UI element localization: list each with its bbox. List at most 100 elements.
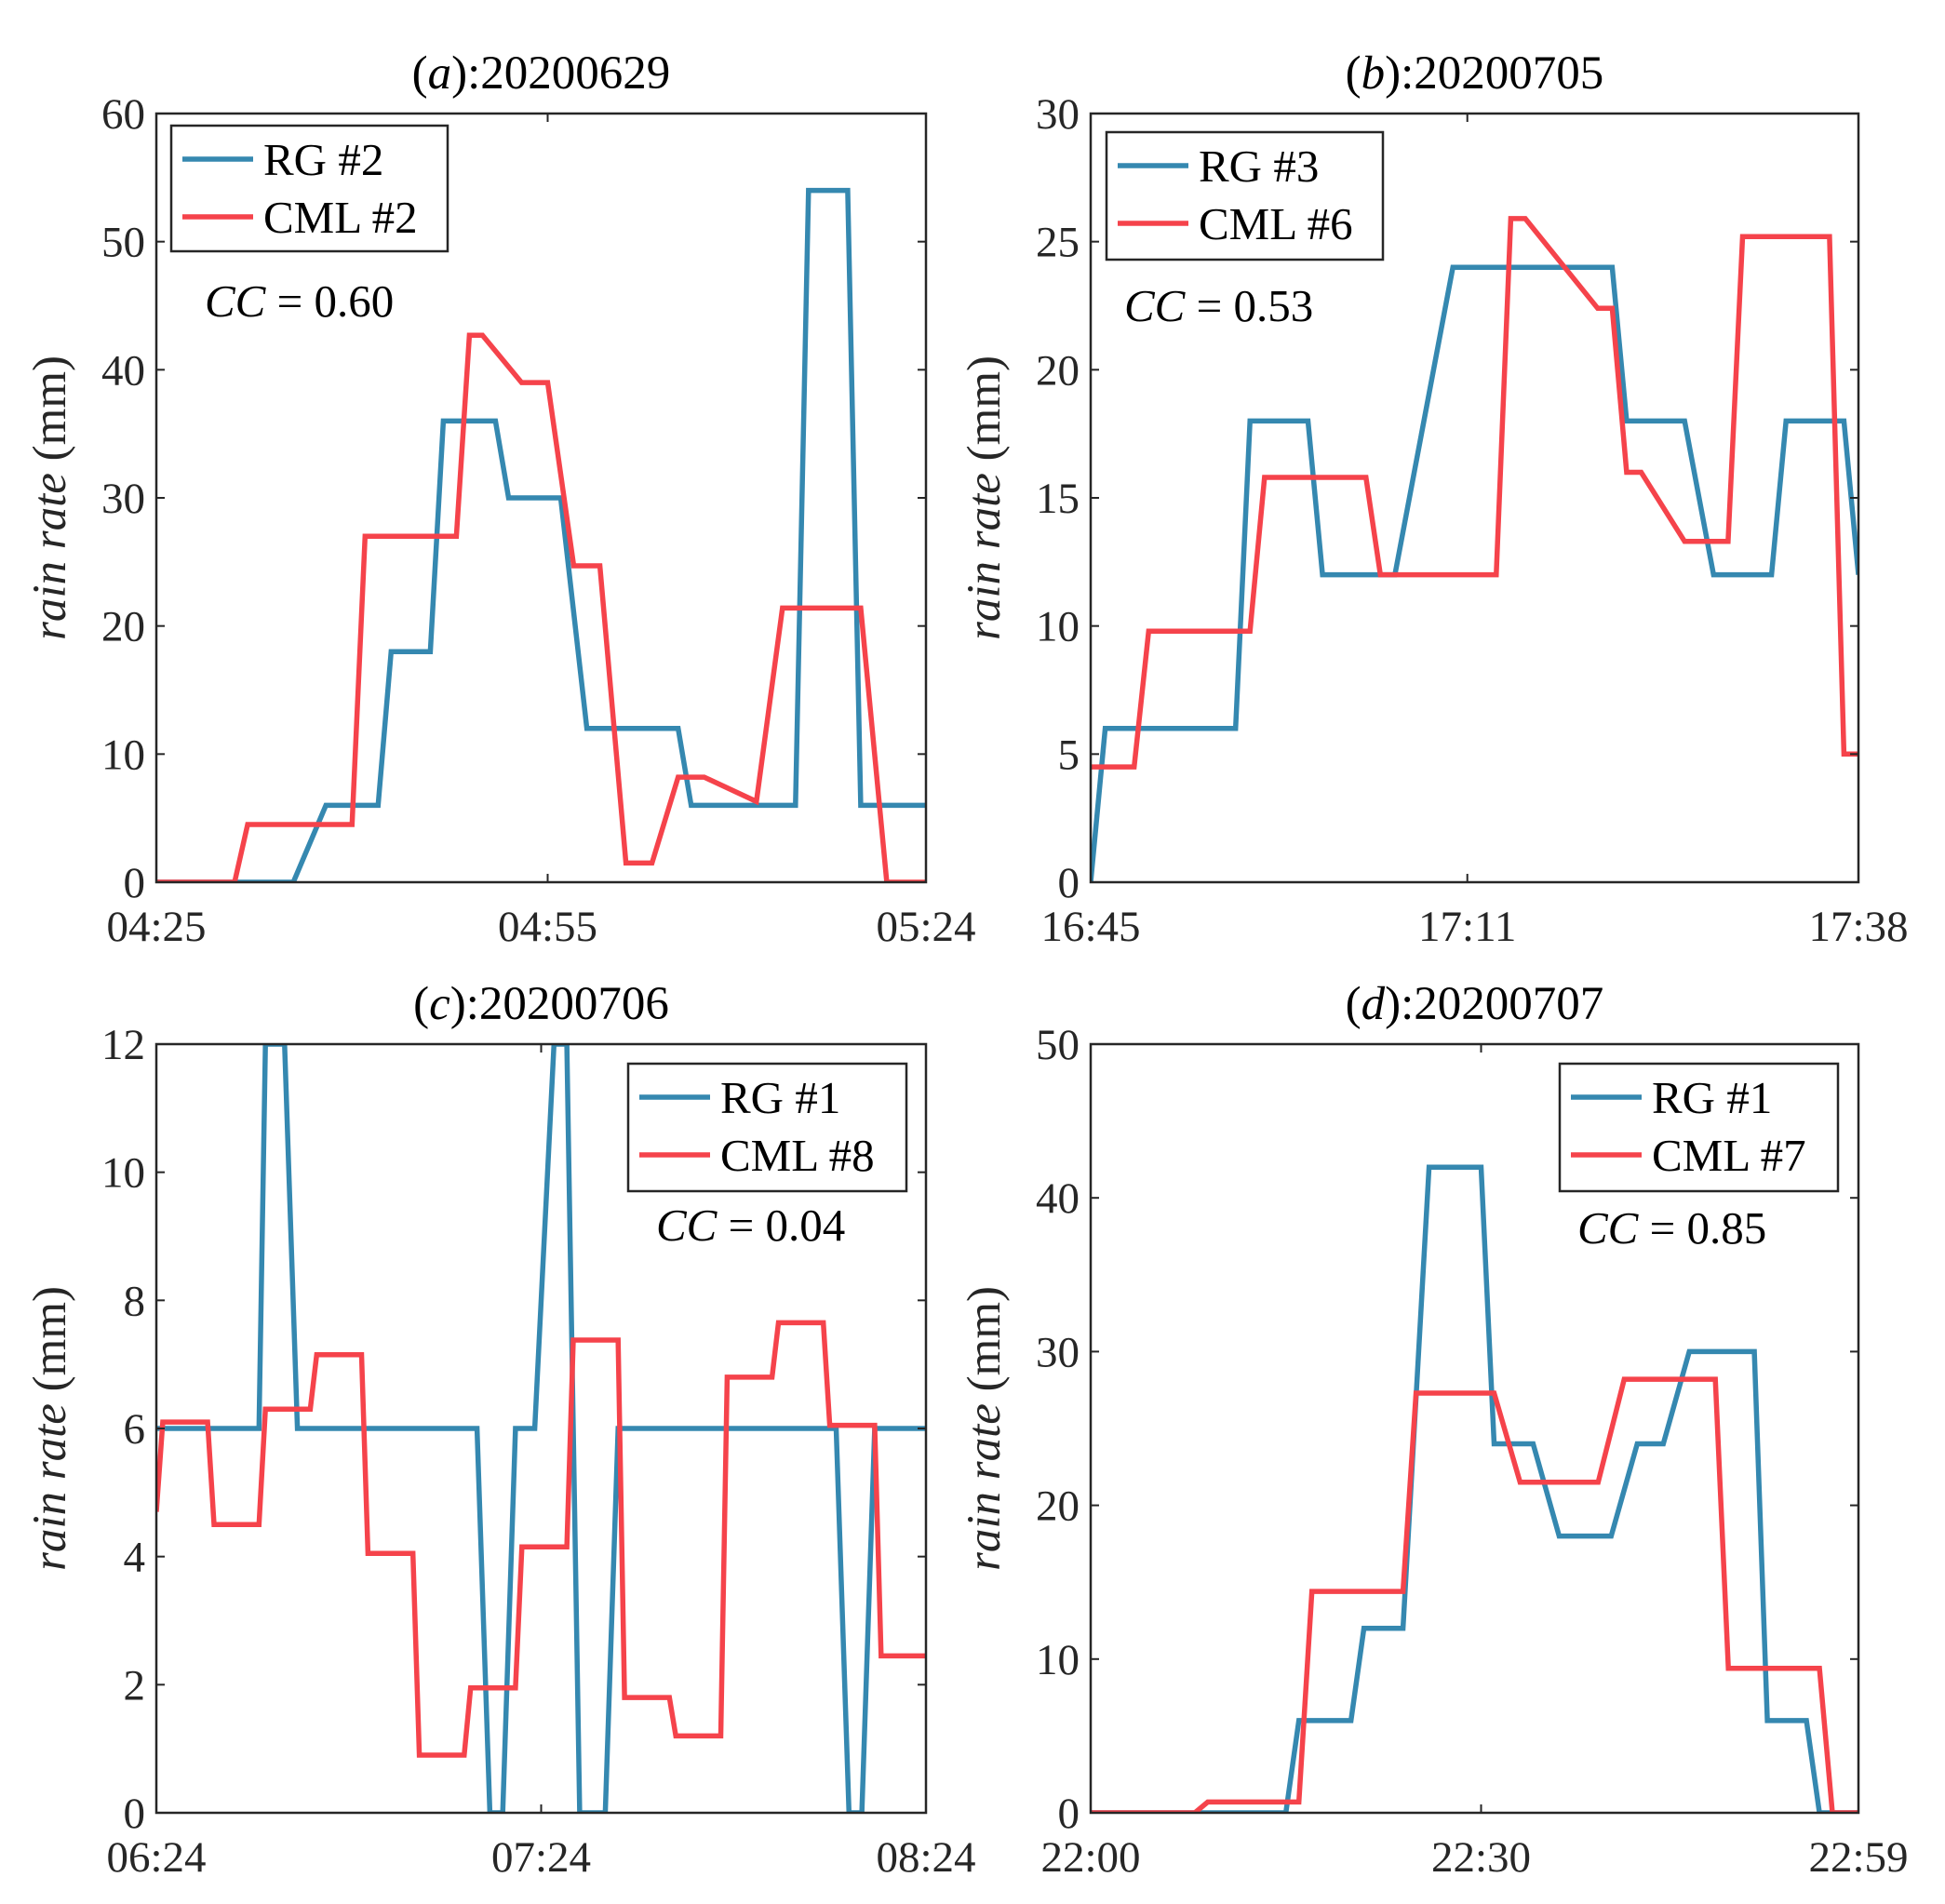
legend-label-rg: RG #1 (1652, 1072, 1772, 1123)
x-tick-label: 17:38 (1808, 903, 1908, 951)
legend-box (1105, 130, 1385, 261)
cc-label: CC (1124, 280, 1187, 331)
y-tick-label: 25 (1036, 219, 1080, 267)
legend: RG #3 CML #6 (1105, 130, 1385, 261)
x-tick-label: 22:59 (1808, 1833, 1908, 1882)
x-tick-label: 07:24 (491, 1833, 591, 1882)
cc-value: = 0.04 (717, 1200, 845, 1251)
panel-title: (c):20200706 (413, 978, 669, 1030)
cc-label: CC (656, 1200, 718, 1251)
series-line-rg (156, 187, 926, 882)
legend-label-cml: CML #8 (720, 1130, 875, 1181)
y-tick-label: 0 (124, 1790, 146, 1838)
cc-value: = 0.85 (1638, 1202, 1766, 1254)
title-letter: a (428, 47, 452, 100)
legend-label-rg: RG #3 (1199, 141, 1319, 192)
x-tick-label: 22:00 (1040, 1833, 1140, 1882)
x-tick-label: 08:24 (876, 1833, 975, 1882)
x-tick-label: 04:55 (498, 903, 597, 951)
legend-box (169, 124, 449, 253)
y-tick-label: 60 (101, 90, 145, 139)
series-line-rg (1091, 1164, 1858, 1813)
legend: RG #2 CML #2 (169, 124, 449, 253)
series-line-rg (1091, 264, 1858, 882)
legend-label-rg: RG #2 (263, 134, 383, 185)
legend-box (626, 1062, 908, 1193)
cc-value: = 0.60 (265, 275, 394, 327)
y-label-unit: (mm) (24, 355, 76, 473)
y-tick-label: 8 (124, 1277, 146, 1325)
legend: RG #1 CML #8 (626, 1062, 908, 1193)
x-tick-label: 22:30 (1431, 1833, 1531, 1882)
y-tick-label: 40 (1036, 1174, 1080, 1223)
y-tick-label: 50 (101, 219, 145, 267)
x-tick-label: 16:45 (1040, 903, 1140, 951)
title-paren: ) (451, 47, 467, 100)
series-line-cml (156, 1320, 926, 1758)
title-letter: b (1362, 47, 1386, 100)
correlation-annotation: CC = 0.60 (205, 275, 394, 327)
y-tick-label: 10 (101, 731, 145, 779)
y-tick-label: 10 (1036, 1636, 1080, 1684)
y-tick-label: 20 (1036, 346, 1080, 395)
y-tick-label: 50 (1036, 1021, 1080, 1069)
y-tick-label: 40 (101, 346, 145, 395)
title-letter: d (1362, 978, 1386, 1030)
y-tick-label: 12 (101, 1021, 145, 1069)
panel-b: 0 5 10 15 20 25 30 16:45 17:11 17:38 (b):20200705 r… (959, 47, 1909, 951)
series-line-cml (1091, 1376, 1858, 1813)
y-tick-label: 0 (124, 859, 146, 907)
y-axis-label: rain rate (mm) (24, 355, 76, 640)
y-label-italic: rain rate (24, 473, 76, 640)
panel-title: (d):20200707 (1346, 978, 1604, 1030)
y-tick-label: 0 (1058, 1790, 1080, 1838)
x-tick-label: 06:24 (106, 1833, 206, 1882)
y-tick-label: 10 (101, 1149, 145, 1198)
y-axis-label: rain rate (mm) (24, 1286, 76, 1571)
title-date: :20200705 (1401, 47, 1603, 100)
series-line-cml (156, 332, 926, 882)
series-line-rg (156, 1044, 926, 1813)
title-paren: ( (412, 47, 428, 100)
y-tick-label: 0 (1058, 859, 1080, 907)
title-date: :20200707 (1401, 978, 1603, 1030)
y-tick-label: 30 (1036, 90, 1080, 139)
title-paren: ) (1385, 978, 1401, 1030)
legend-label-cml: CML #7 (1652, 1130, 1806, 1181)
y-label-unit: (mm) (24, 1286, 76, 1403)
panel-d: 0 10 20 30 40 50 22:00 22:30 22:59 (d):20200707 ra… (959, 978, 1909, 1882)
y-label-unit: (mm) (959, 355, 1011, 473)
y-tick-label: 30 (101, 475, 145, 523)
panel-title: (b):20200705 (1346, 47, 1604, 100)
legend-label-cml: CML #6 (1199, 198, 1353, 249)
series-line-cml (1091, 216, 1858, 770)
cc-label: CC (205, 275, 267, 327)
y-tick-label: 10 (1036, 603, 1080, 651)
axes-frame (1089, 1042, 1860, 1815)
title-paren: ( (1346, 47, 1362, 100)
x-tick-label: 17:11 (1418, 903, 1516, 951)
correlation-annotation: CC = 0.53 (1124, 280, 1313, 331)
y-tick-label: 2 (124, 1661, 146, 1710)
correlation-annotation: CC = 0.04 (656, 1200, 845, 1251)
y-label-italic: rain rate (959, 473, 1011, 640)
y-axis-label: rain rate (mm) (959, 355, 1011, 640)
y-tick-label: 20 (1036, 1482, 1080, 1531)
x-tick-label: 04:25 (106, 903, 206, 951)
y-label-unit: (mm) (959, 1286, 1011, 1403)
title-paren: ( (1346, 978, 1362, 1030)
legend-box (1558, 1062, 1840, 1193)
title-date: :20200629 (467, 47, 670, 100)
cc-value: = 0.53 (1185, 280, 1313, 331)
y-tick-label: 15 (1036, 475, 1080, 523)
y-tick-label: 6 (124, 1405, 146, 1454)
title-paren: ( (413, 978, 429, 1030)
legend-label-cml: CML #2 (263, 192, 418, 243)
legend-label-rg: RG #1 (720, 1072, 840, 1123)
panel-c: 0 2 4 6 8 10 12 06:24 07:24 08:24 (c):20200706 rain… (24, 978, 976, 1882)
x-tick-label: 05:24 (876, 903, 975, 951)
y-label-italic: rain rate (24, 1403, 76, 1571)
y-tick-label: 20 (101, 603, 145, 651)
